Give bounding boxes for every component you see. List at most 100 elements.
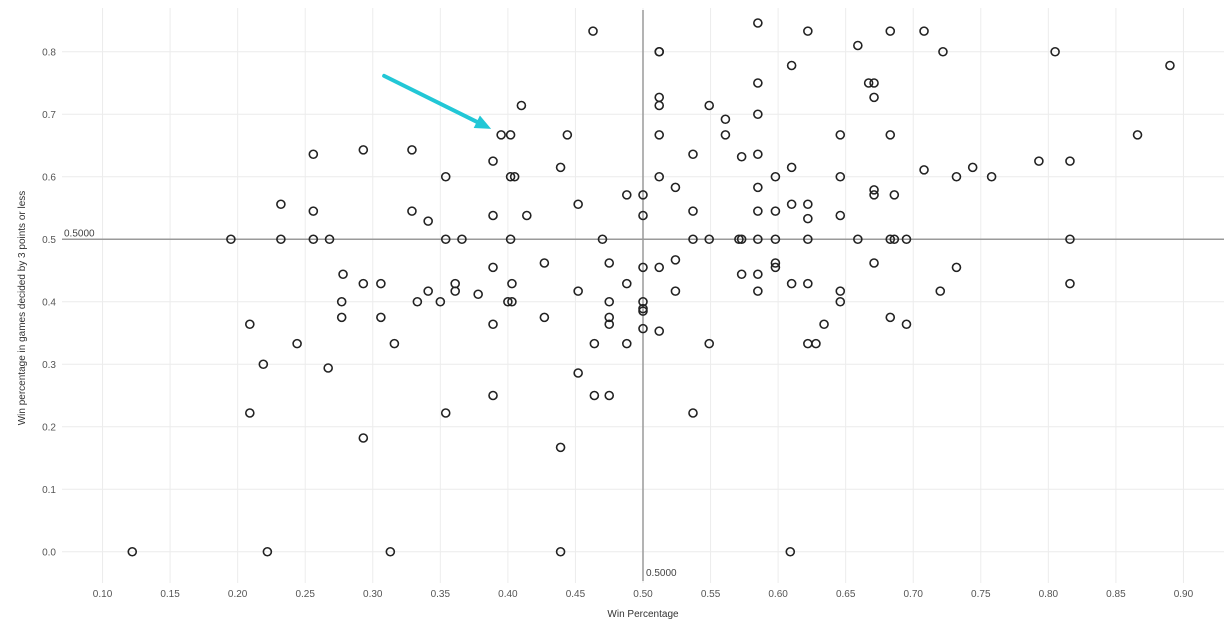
data-point — [638, 306, 648, 316]
data-point — [488, 156, 498, 166]
data-point — [412, 296, 423, 307]
data-point — [555, 162, 566, 173]
data-point — [869, 78, 879, 88]
data-point — [869, 185, 879, 195]
data-point — [308, 149, 319, 160]
y-tick-label: 0.2 — [42, 422, 56, 433]
data-point — [127, 546, 138, 557]
x-tick-label: 0.25 — [295, 589, 315, 600]
x-tick-label: 0.15 — [160, 589, 180, 600]
data-point — [621, 190, 632, 200]
data-point — [539, 312, 550, 323]
y-axis-title: Win percentage in games decided by 3 poi… — [17, 191, 28, 426]
x-tick-label: 0.65 — [836, 589, 856, 600]
data-point — [786, 199, 797, 210]
y-tick-label: 0.6 — [42, 172, 56, 183]
x-tick-label: 0.20 — [228, 589, 248, 600]
data-point — [770, 258, 781, 268]
data-point — [704, 338, 715, 349]
x-tick-label: 0.40 — [498, 589, 518, 600]
data-point — [604, 258, 615, 268]
x-tick-label: 0.10 — [93, 589, 113, 600]
data-point — [423, 216, 433, 226]
data-point — [654, 130, 665, 140]
data-point — [505, 171, 516, 182]
x-tick-label: 0.85 — [1106, 589, 1126, 600]
data-point — [869, 258, 879, 268]
data-point — [555, 442, 566, 453]
data-point — [753, 78, 763, 88]
data-point — [803, 26, 813, 36]
y-tick-label: 0.3 — [42, 360, 56, 371]
data-point — [338, 269, 348, 280]
data-point — [539, 258, 550, 268]
data-point — [589, 338, 600, 349]
data-point — [262, 546, 273, 557]
annotation-arrow-icon — [382, 73, 492, 129]
data-point — [753, 286, 763, 296]
x-tick-label: 0.80 — [1039, 589, 1059, 600]
data-point — [786, 162, 797, 173]
data-point — [588, 26, 598, 36]
y-tick-label: 0.4 — [42, 297, 56, 308]
data-point — [1132, 130, 1143, 140]
y-tick-label: 0.5 — [42, 235, 56, 246]
data-point — [885, 26, 896, 36]
x-tick-label: 0.60 — [768, 589, 788, 600]
data-point — [573, 199, 583, 210]
data-point — [258, 359, 269, 370]
arrow-head — [473, 115, 492, 129]
x-tick-label: 0.70 — [903, 589, 923, 600]
data-point — [720, 130, 731, 140]
data-point — [573, 286, 583, 296]
data-point — [1065, 234, 1075, 245]
data-point — [308, 234, 319, 245]
data-point — [654, 46, 665, 57]
data-point — [869, 190, 879, 200]
y-tick-label: 0.1 — [42, 485, 56, 496]
data-point — [885, 312, 896, 323]
data-point — [505, 130, 516, 140]
data-point — [951, 171, 962, 182]
data-point — [1050, 46, 1060, 57]
x-tick-label: 0.75 — [971, 589, 991, 600]
x-tick-label: 0.50 — [633, 589, 653, 600]
data-point — [889, 234, 900, 245]
data-point — [440, 408, 451, 418]
data-point — [688, 206, 698, 216]
data-point — [376, 278, 386, 289]
data-point — [986, 171, 997, 182]
data-point — [1165, 60, 1175, 71]
data-point — [853, 40, 863, 51]
data-point — [869, 92, 879, 103]
data-point — [889, 190, 900, 200]
data-point — [654, 326, 665, 336]
data-point — [770, 234, 781, 245]
data-point — [935, 286, 946, 296]
data-point — [753, 109, 763, 120]
data-point — [753, 269, 763, 280]
data-point — [276, 234, 286, 245]
data-point — [516, 100, 527, 111]
data-point — [734, 234, 744, 245]
data-point — [967, 162, 978, 173]
data-point — [358, 433, 369, 443]
data-point — [670, 182, 681, 193]
data-point — [589, 390, 600, 401]
data-point — [770, 206, 781, 216]
data-point — [704, 234, 715, 245]
data-point — [638, 323, 648, 334]
data-point — [688, 234, 698, 245]
data-point — [358, 145, 369, 155]
data-point — [1065, 278, 1075, 289]
data-point — [323, 363, 333, 373]
data-point — [245, 408, 255, 418]
data-point — [811, 338, 821, 349]
data-point — [457, 234, 467, 245]
data-point — [621, 338, 632, 349]
data-point — [654, 100, 665, 111]
data-point — [376, 312, 386, 323]
data-point — [670, 255, 681, 265]
data-point — [803, 199, 813, 210]
data-point — [736, 151, 747, 162]
